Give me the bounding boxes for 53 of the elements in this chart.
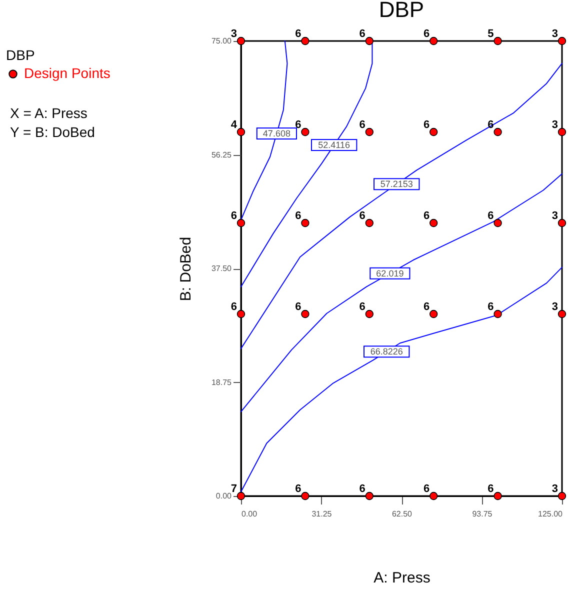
annotation: 6 (295, 483, 302, 495)
x-tick-label: 0.00 (242, 510, 258, 518)
line-series (240, 62, 562, 350)
x-tick-label: 62.50 (392, 510, 413, 518)
annotation: 3 (552, 483, 558, 495)
x-axis-title: A: Press (374, 570, 430, 586)
x-tick-label: 125.00 (538, 510, 564, 518)
y-tick-label: 37.50 (211, 264, 232, 273)
annotation: 6 (359, 28, 366, 40)
annotation: 3 (552, 301, 558, 313)
annotation: 3 (230, 28, 237, 40)
annotation: 6 (488, 483, 494, 495)
annotation: 6 (488, 210, 494, 222)
line-series (240, 173, 562, 412)
series-label: 57.2153 (380, 179, 413, 190)
annotation: 6 (423, 301, 430, 313)
annotation: 3 (552, 210, 558, 222)
series-label: 52.4116 (318, 140, 350, 150)
annotation: 7 (230, 483, 237, 495)
annotation: 6 (295, 119, 302, 131)
annotation: 6 (230, 210, 237, 222)
y-tick-label: 0.00 (216, 492, 232, 500)
y-tick-label: 75.00 (211, 36, 232, 46)
annotation: 6 (359, 301, 366, 313)
annotation: 3 (552, 119, 558, 131)
annotation: 6 (423, 119, 430, 131)
text: Y = B: DoBed (10, 123, 95, 142)
annotation: 6 (423, 28, 430, 40)
legend-label: Design Points (24, 65, 110, 81)
legend-title: DBP (6, 47, 35, 63)
annotation: 6 (295, 301, 302, 313)
series-label: 47.608 (262, 128, 290, 139)
annotation: 6 (359, 483, 366, 495)
annotation: 6 (295, 28, 302, 40)
chart-title: DBP (378, 0, 424, 22)
series-label: 62.019 (376, 268, 404, 278)
annotation: 6 (423, 210, 430, 222)
annotation: 6 (230, 301, 237, 313)
annotation: 5 (488, 28, 494, 40)
x-tick-label: 93.75 (472, 510, 493, 518)
text: X = A: Press (10, 104, 88, 123)
annotation: 6 (488, 301, 494, 313)
series-label: 66.8226 (370, 346, 403, 357)
annotation: 6 (359, 119, 366, 131)
y-axis-title: B: DoBed (177, 236, 194, 302)
y-tick-label: 56.25 (211, 150, 232, 160)
annotation: 6 (359, 210, 366, 222)
x-tick-label: 31.25 (312, 510, 332, 518)
annotation: 6 (423, 483, 430, 495)
y-tick-label: 18.75 (211, 378, 232, 387)
annotation: 6 (295, 210, 302, 222)
annotation: 4 (230, 119, 238, 131)
annotation: 3 (552, 28, 558, 40)
